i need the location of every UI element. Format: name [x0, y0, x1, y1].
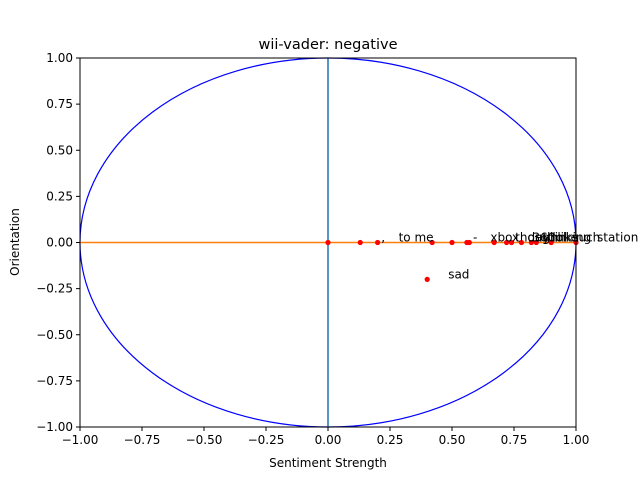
data-point [357, 239, 363, 246]
point-label: day [528, 231, 550, 245]
data-point [375, 239, 381, 246]
data-point [528, 239, 534, 246]
point-label: station [597, 231, 638, 245]
point-label: like [557, 231, 578, 245]
y-tick-label: 0.50 [46, 143, 73, 157]
x-tick-label: −0.50 [186, 433, 223, 447]
y-tick-label: 0.25 [46, 189, 73, 203]
data-point [429, 239, 435, 246]
point-label: to me [399, 231, 434, 245]
point-label: 360 [533, 231, 556, 245]
point-label: such [572, 231, 600, 245]
x-axis-label: Sentiment Strength [269, 456, 387, 470]
data-point [491, 239, 497, 246]
x-tick-label: 0.00 [315, 433, 342, 447]
y-tick-label: −1.00 [36, 420, 73, 434]
x-tick-label: 1.00 [563, 433, 590, 447]
y-tick-label: −0.50 [36, 328, 73, 342]
x-tick-label: 0.50 [439, 433, 466, 447]
data-point [325, 239, 331, 246]
data-point [449, 239, 455, 246]
plot-area: , to me - xboxthoughday360thinkinglollikesu… [79, 57, 638, 428]
axes: −1.00 −0.75 −0.50 −0.25 0.00 0.25 0.50 0.75 1.00… [36, 51, 589, 447]
y-tick-label: 1.00 [46, 51, 73, 65]
point-label: lol [552, 231, 566, 245]
point-label: , [381, 231, 385, 245]
data-point [518, 239, 525, 246]
data-point [503, 239, 510, 246]
chart-title: wii-vader: negative [259, 37, 398, 53]
point-label: xbox [490, 231, 519, 245]
y-axis-label: Orientation [8, 208, 22, 276]
y-tick-label: −0.75 [36, 374, 73, 388]
data-point [533, 239, 539, 246]
x-tick-label: −0.75 [124, 433, 161, 447]
x-tick-label: 0.75 [501, 433, 528, 447]
data-point [424, 276, 430, 282]
data-point [466, 239, 472, 246]
y-tick-label: 0.00 [46, 236, 73, 250]
x-tick-label: −1.00 [62, 433, 99, 447]
point-label: - [473, 231, 477, 245]
point-label: sad [448, 267, 469, 281]
x-tick-label: −0.25 [248, 433, 285, 447]
point-label: thinking [542, 231, 591, 245]
data-point [508, 239, 515, 246]
y-tick-label: 0.75 [46, 97, 73, 111]
x-tick-label: 0.25 [377, 433, 404, 447]
y-tick-label: −0.25 [36, 282, 73, 296]
data-point [548, 239, 554, 246]
point-label: though [515, 231, 557, 245]
